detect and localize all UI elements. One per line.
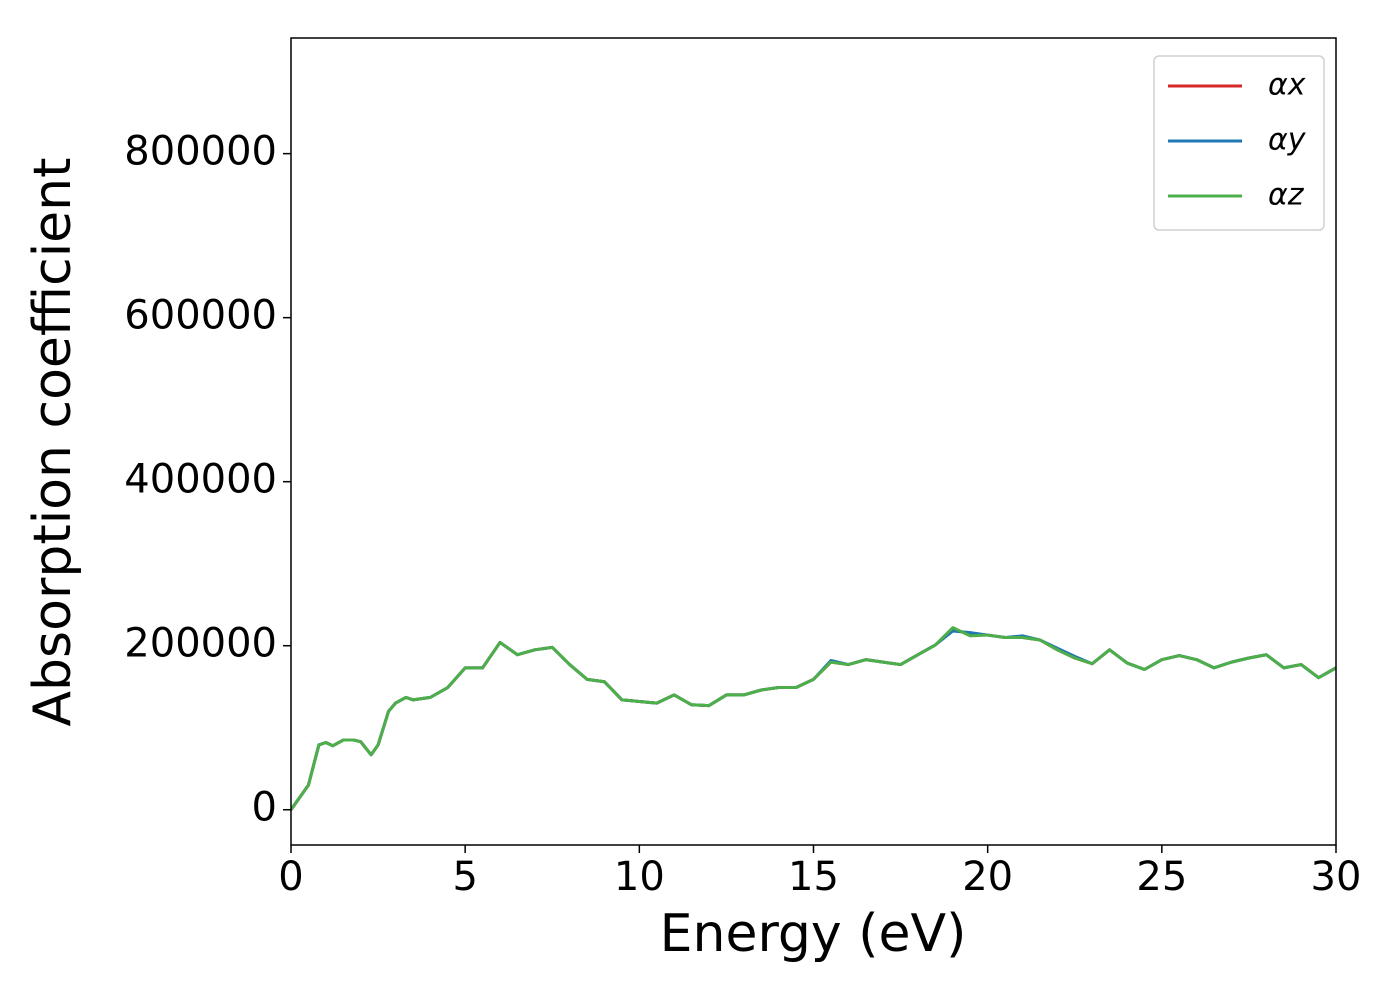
legend-label: αx bbox=[1268, 68, 1306, 103]
x-tick-label: 20 bbox=[962, 854, 1013, 900]
legend-box bbox=[1153, 55, 1325, 231]
x-axis-label: Energy (eV) bbox=[660, 904, 967, 964]
y-tick-label: 200000 bbox=[124, 621, 277, 667]
data-line bbox=[291, 626, 1336, 811]
x-tick-label: 10 bbox=[614, 854, 665, 900]
plot-frame bbox=[290, 37, 1337, 846]
y-tick-label: 0 bbox=[252, 785, 277, 831]
y-tick-label: 800000 bbox=[124, 129, 277, 175]
x-tick-label: 5 bbox=[452, 854, 477, 900]
x-tick-label: 30 bbox=[1311, 854, 1362, 900]
legend-label: αz bbox=[1268, 178, 1305, 213]
legend-label: αy bbox=[1268, 123, 1307, 158]
x-tick-label: 25 bbox=[1136, 854, 1187, 900]
y-tick-label: 400000 bbox=[124, 457, 277, 503]
y-tick-label: 600000 bbox=[124, 293, 277, 339]
y-axis-label: Absorption coefficient bbox=[23, 157, 83, 726]
x-tick-label: 15 bbox=[788, 854, 839, 900]
x-tick-label: 0 bbox=[278, 854, 303, 900]
